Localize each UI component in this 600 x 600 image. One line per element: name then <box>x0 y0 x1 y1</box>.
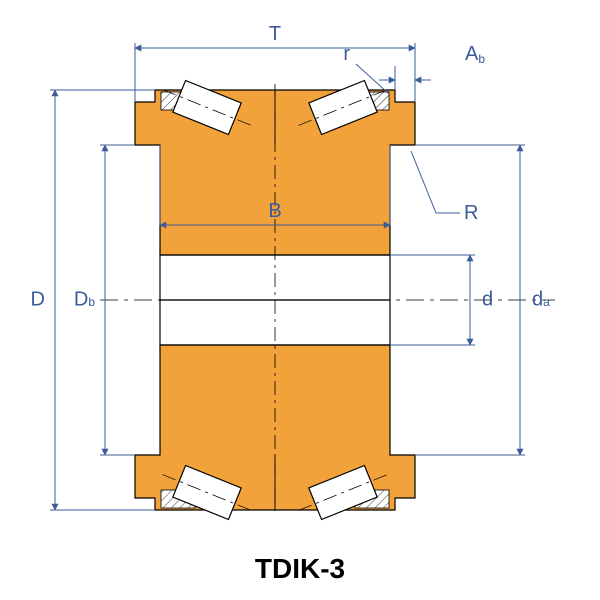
svg-text:D: D <box>31 288 45 310</box>
svg-text:da: da <box>532 288 550 310</box>
svg-text:T: T <box>269 23 281 45</box>
svg-text:R: R <box>464 202 478 224</box>
bearing-diagram: D Db d da T B Ab r R TDIK-3 <box>0 0 600 600</box>
diagram-title: TDIK-3 <box>255 553 345 584</box>
svg-text:r: r <box>343 43 350 65</box>
svg-text:Ab: Ab <box>465 43 485 66</box>
svg-text:B: B <box>268 200 281 222</box>
svg-text:Db: Db <box>74 288 95 310</box>
svg-text:d: d <box>482 288 493 310</box>
